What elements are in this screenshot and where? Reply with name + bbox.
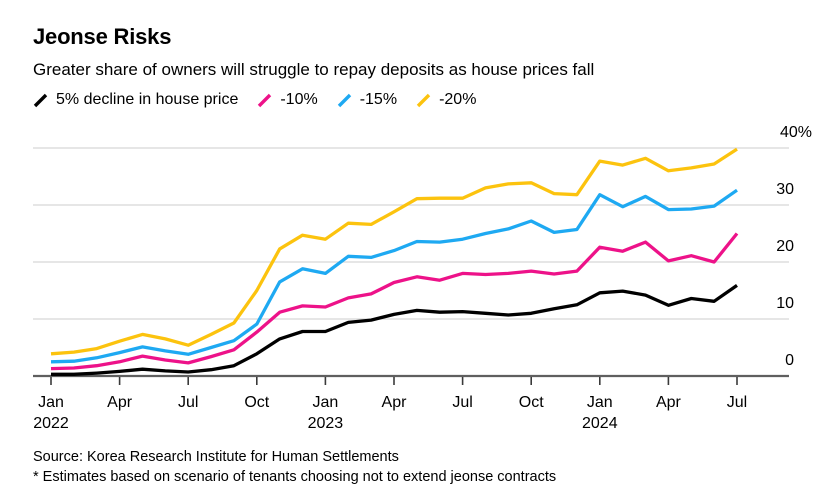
legend-item: -10% xyxy=(257,91,318,109)
legend-slash-icon xyxy=(337,93,351,108)
page-title: Jeonse Risks xyxy=(33,24,172,49)
series-color-swatch xyxy=(33,93,48,108)
x-axis-month-label: Apr xyxy=(382,394,408,411)
y-axis-label: 40% xyxy=(780,124,812,141)
legend: 5% decline in house price -10% -15% -20% xyxy=(33,91,476,109)
footnote-line: * Estimates based on scenario of tenants… xyxy=(33,469,557,485)
series-line-15 xyxy=(50,188,738,364)
x-axis-month-label: Apr xyxy=(107,394,133,411)
legend-item-label: -20% xyxy=(439,91,477,108)
y-axis-label: 20 xyxy=(776,238,794,255)
y-axis-label: 30 xyxy=(776,181,794,198)
legend-slash-icon xyxy=(33,93,48,108)
x-axis-month-label: Oct xyxy=(519,394,544,411)
series-line-10 xyxy=(50,232,739,371)
x-axis-month-label: Jul xyxy=(452,394,472,411)
x-axis-month-label: Jul xyxy=(178,394,198,411)
chart-subtitle: Greater share of owners will struggle to… xyxy=(33,60,595,79)
legend-slash-icon xyxy=(258,93,272,108)
legend-item-label: -10% xyxy=(280,91,318,108)
legend-item-label: 5% decline in house price xyxy=(56,91,239,108)
x-axis-month-label: Jan xyxy=(38,394,64,411)
legend-slash-icon xyxy=(416,93,431,108)
x-axis-month-label: Jul xyxy=(727,394,747,411)
x-axis-month-label: Jan xyxy=(587,394,613,411)
x-axis-month-label: Oct xyxy=(244,394,269,411)
x-axis-year-label: 2023 xyxy=(308,415,344,432)
series-color-swatch xyxy=(258,93,272,108)
series-color-swatch xyxy=(416,93,431,108)
series-line-20 xyxy=(50,147,738,356)
series-color-swatch xyxy=(337,93,351,108)
source-line: Source: Korea Research Institute for Hum… xyxy=(33,449,399,465)
legend-item: 5% decline in house price xyxy=(33,91,238,109)
x-axis-month-label: Jan xyxy=(313,394,339,411)
x-axis-year-label: 2024 xyxy=(582,415,618,432)
y-axis-label: 0 xyxy=(785,352,794,369)
x-axis-month-label: Apr xyxy=(656,394,682,411)
legend-item: -15% xyxy=(337,91,397,109)
y-axis-label: 10 xyxy=(776,295,794,312)
legend-item: -20% xyxy=(416,91,476,109)
series-line-5-decline-in-house-price xyxy=(51,284,738,376)
x-axis-year-label: 2022 xyxy=(33,415,69,432)
legend-item-label: -15% xyxy=(359,91,398,108)
